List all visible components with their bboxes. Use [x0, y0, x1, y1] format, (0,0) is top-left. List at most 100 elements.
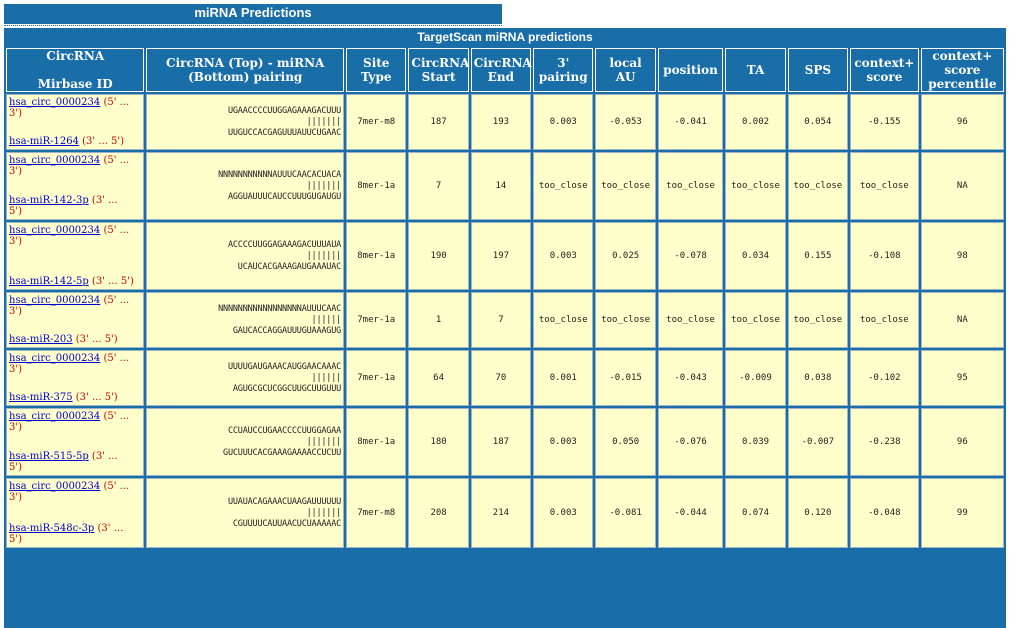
- ta-cell: 0.074: [725, 478, 786, 548]
- end-cell: 193: [470, 94, 532, 150]
- pairing-bars: |||||||: [306, 507, 342, 518]
- circrna-link[interactable]: hsa_circ_0000234: [9, 295, 101, 306]
- circrna-direction: (5' ...: [103, 155, 130, 166]
- end-cell: 197: [470, 222, 532, 290]
- ta-cell: 0.039: [725, 408, 786, 476]
- local-au-cell: -0.081: [595, 478, 656, 548]
- site-type-cell: 7mer-m8: [346, 478, 407, 548]
- pairing-cell: UGAACCCCUUGGAGAAAGACUUU ||||||| UUGUCCACGA…: [146, 94, 345, 150]
- circrna-cell: hsa_circ_0000234 (5' ... 3') hsa-miR-515-5…: [6, 408, 145, 476]
- circrna-link[interactable]: hsa_circ_0000234: [9, 97, 101, 108]
- local-au-cell: 0.025: [595, 222, 656, 290]
- pairing-top: CCUAUCCUGAACCCCUUGGAGAA: [227, 425, 342, 436]
- pairing-bottom: GUCUUUCACGAAAGAAAACCUCUU: [223, 447, 342, 458]
- mirna-id: hsa-miR-515-5p (3' ... 5'): [9, 451, 118, 473]
- table-row: hsa_circ_0000234 (5' ... 3') hsa-miR-548c-…: [6, 478, 1004, 548]
- circrna-direction: (5' ...: [103, 411, 130, 422]
- mirna-link[interactable]: hsa-miR-548c-3p: [9, 523, 95, 534]
- circrna-direction: (5' ...: [103, 225, 130, 236]
- sps-cell: 0.155: [787, 222, 849, 290]
- site-type-cell: 7mer-1a: [346, 292, 407, 348]
- percentile-cell: 95: [920, 350, 1004, 406]
- local-au-cell: too_close: [595, 152, 656, 220]
- circrna-link[interactable]: hsa_circ_0000234: [9, 481, 101, 492]
- circrna-direction: (5' ...: [103, 481, 130, 492]
- circrna-cell: hsa_circ_0000234 (5' ... 3') hsa-miR-203 (…: [6, 292, 145, 348]
- end-cell: 214: [470, 478, 532, 548]
- mirna-link[interactable]: hsa-miR-1264: [9, 136, 79, 147]
- pairing-cell: NNNNNNNNNNNNNNNNNAUUUCAAC |||||| GAUCACCAG…: [146, 292, 345, 348]
- percentile-cell: 99: [920, 478, 1004, 548]
- pairing-cell: CCUAUCCUGAACCCCUUGGAGAA ||||||| GUCUUUCACG…: [146, 408, 345, 476]
- three-pairing-cell: 0.003: [533, 408, 594, 476]
- pairing-bars: |||||||: [306, 436, 342, 447]
- table-row: hsa_circ_0000234 (5' ... 3') hsa-miR-375 (…: [6, 350, 1004, 406]
- pairing-top: NNNNNNNNNNNNNNNNNAUUUCAAC: [218, 303, 342, 314]
- three-pairing-cell: 0.003: [533, 478, 594, 548]
- three-pairing-cell: 0.001: [533, 350, 594, 406]
- context-score-cell: too_close: [850, 152, 919, 220]
- context-score-cell: -0.155: [850, 94, 919, 150]
- site-type-cell: 7mer-1a: [346, 350, 407, 406]
- circrna-cell: hsa_circ_0000234 (5' ... 3') hsa-miR-1264 …: [6, 94, 145, 150]
- mirna-link[interactable]: hsa-miR-142-5p: [9, 276, 89, 287]
- circrna-direction: (5' ...: [103, 97, 130, 108]
- context-score-cell: -0.238: [850, 408, 919, 476]
- local-au-cell: 0.050: [595, 408, 656, 476]
- pairing-cell: UUAUACAGAAACUAAGAUUUUUU ||||||| CGUUUUCAUU…: [146, 478, 345, 548]
- col-circrna: CircRNA Mirbase ID: [6, 48, 145, 92]
- pairing-top: UUAUACAGAAACUAAGAUUUUUU: [227, 496, 342, 507]
- pairing-bottom: GAUCACCAGGAUUUGUAAAGUG: [232, 325, 342, 336]
- col-position: position: [657, 48, 724, 92]
- pairing-bars: |||||||: [306, 180, 342, 191]
- pairing-bottom: CGUUUUCAUUAACUCUAAAAAC: [232, 518, 342, 529]
- sps-cell: too_close: [787, 152, 849, 220]
- start-cell: 208: [408, 478, 469, 548]
- mirna-link[interactable]: hsa-miR-515-5p: [9, 451, 89, 462]
- start-cell: 64: [408, 350, 469, 406]
- site-type-cell: 8mer-1a: [346, 408, 407, 476]
- circrna-link[interactable]: hsa_circ_0000234: [9, 353, 101, 364]
- table-row: hsa_circ_0000234 (5' ... 3') hsa-miR-515-5…: [6, 408, 1004, 476]
- col-circrna-start: CircRNA Start: [408, 48, 469, 92]
- mirna-direction: (3' ... 5'): [82, 136, 125, 147]
- mirna-id: hsa-miR-1264 (3' ... 5'): [9, 136, 124, 147]
- mirna-id: hsa-miR-375 (3' ... 5'): [9, 392, 118, 403]
- col-site-type: Site Type: [346, 48, 407, 92]
- pairing-bottom: AGUGCGCUCGGCUUGCUUGUUU: [232, 383, 342, 394]
- circrna-link[interactable]: hsa_circ_0000234: [9, 155, 101, 166]
- table-row: hsa_circ_0000234 (5' ... 3') hsa-miR-203 (…: [6, 292, 1004, 348]
- circrna-link[interactable]: hsa_circ_0000234: [9, 411, 101, 422]
- end-cell: 187: [470, 408, 532, 476]
- mirna-link[interactable]: hsa-miR-203: [9, 334, 73, 345]
- pairing-cell: ACCCCUUGGAGAAAGACUUUAUA ||||||| UCAUCACGAA…: [146, 222, 345, 290]
- start-cell: 187: [408, 94, 469, 150]
- ta-cell: too_close: [725, 292, 786, 348]
- site-type-cell: 8mer-1a: [346, 222, 407, 290]
- position-cell: -0.041: [657, 94, 724, 150]
- circrna-cell: hsa_circ_0000234 (5' ... 3') hsa-miR-142-5…: [6, 222, 145, 290]
- context-score-cell: -0.102: [850, 350, 919, 406]
- mirna-link[interactable]: hsa-miR-142-3p: [9, 195, 89, 206]
- mirna-direction: (3' ... 5'): [91, 276, 134, 287]
- section-header: miRNA Predictions: [4, 4, 502, 26]
- col-local-au: local AU: [595, 48, 656, 92]
- sps-cell: 0.120: [787, 478, 849, 548]
- mirna-id: hsa-miR-548c-3p (3' ... 5'): [9, 523, 124, 545]
- col-context-percentile: context+ score percentile: [920, 48, 1004, 92]
- circrna-link[interactable]: hsa_circ_0000234: [9, 225, 101, 236]
- ta-cell: too_close: [725, 152, 786, 220]
- end-cell: 70: [470, 350, 532, 406]
- position-cell: -0.044: [657, 478, 724, 548]
- section-title: miRNA Predictions: [194, 5, 312, 20]
- table-row: hsa_circ_0000234 (5' ... 3') hsa-miR-1264 …: [6, 94, 1004, 150]
- pairing-bottom: UCAUCACGAAAGAUGAAAUAC: [237, 261, 342, 272]
- col-ta: TA: [725, 48, 786, 92]
- three-pairing-cell: too_close: [533, 292, 594, 348]
- pairing-bottom: AGGUAUUUCAUCCUUUGUGAUGU: [227, 191, 342, 202]
- mirna-id: hsa-miR-203 (3' ... 5'): [9, 334, 118, 345]
- ta-cell: -0.009: [725, 350, 786, 406]
- mirna-link[interactable]: hsa-miR-375: [9, 392, 73, 403]
- mirna-id: hsa-miR-142-5p (3' ... 5'): [9, 276, 134, 287]
- pairing-cell: UUUUGAUGAAACAUGGAACAAAC |||||| AGUGCGCUCGG…: [146, 350, 345, 406]
